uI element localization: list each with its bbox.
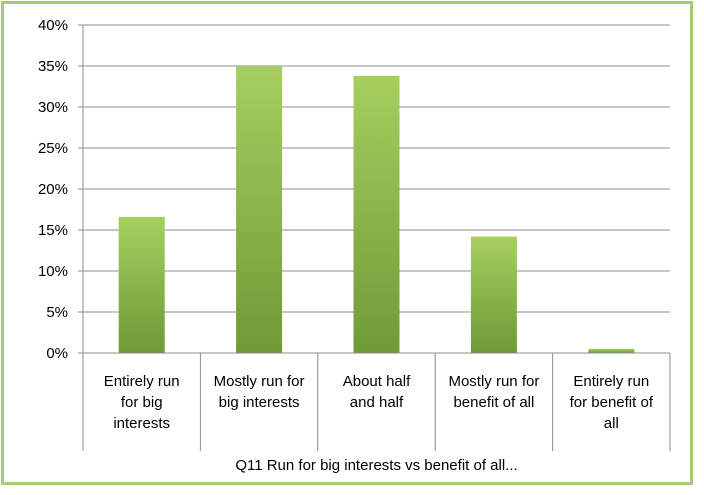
y-tick-label: 0% — [46, 345, 68, 362]
bar — [118, 216, 165, 353]
axes — [78, 24, 671, 451]
y-tick-label: 20% — [38, 181, 68, 198]
x-category-label: Entirely run — [104, 373, 180, 390]
y-tick-label: 5% — [46, 304, 68, 321]
x-category-label: Entirely run — [573, 373, 649, 390]
y-tick-label: 30% — [38, 99, 68, 116]
x-category-label: Mostly run for — [214, 373, 305, 390]
x-category-label: interests — [113, 415, 170, 432]
bar — [353, 75, 400, 353]
x-category-labels: Entirely run for big interests Mostly run f… — [104, 373, 654, 432]
x-category-label: for benefit of — [570, 394, 654, 411]
y-tick-label: 15% — [38, 222, 68, 239]
x-axis-title: Q11 Run for big interests vs benefit of … — [235, 457, 517, 474]
x-category-label: benefit of all — [453, 394, 534, 411]
x-category-label: for big — [121, 394, 163, 411]
x-category-label: and half — [350, 394, 404, 411]
bar — [588, 348, 635, 353]
y-tick-label: 10% — [38, 263, 68, 280]
x-category-label: About half — [343, 373, 411, 390]
bar — [236, 66, 283, 353]
y-tick-label: 40% — [38, 17, 68, 34]
bars — [118, 66, 635, 353]
x-category-label: big interests — [219, 394, 300, 411]
bar — [470, 236, 517, 353]
y-tick-label: 25% — [38, 140, 68, 157]
chart-frame — [1, 1, 693, 485]
x-category-label: Mostly run for — [448, 373, 539, 390]
x-category-label: all — [604, 415, 619, 432]
y-tick-labels: 0% 5% 10% 15% 20% 25% 30% 35% 40% — [38, 17, 68, 362]
y-tick-label: 35% — [38, 58, 68, 75]
